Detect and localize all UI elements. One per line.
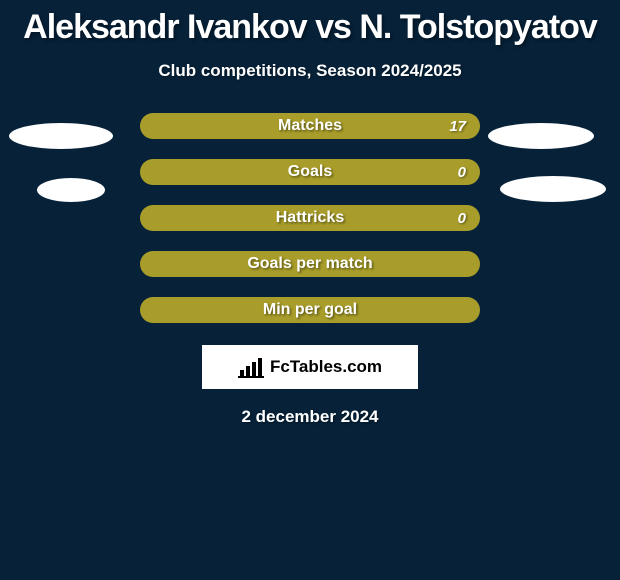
stat-bar-hattricks: Hattricks 0	[140, 205, 480, 231]
stat-label: Min per goal	[263, 301, 357, 319]
subtitle: Club competitions, Season 2024/2025	[0, 61, 620, 81]
stat-value: 0	[458, 164, 466, 181]
decorative-ellipse	[37, 178, 105, 202]
stat-label: Matches	[278, 117, 342, 135]
decorative-ellipse	[488, 123, 594, 149]
date-text: 2 december 2024	[0, 407, 620, 427]
stat-bar-min-per-goal: Min per goal	[140, 297, 480, 323]
decorative-ellipse	[9, 123, 113, 149]
stat-bar-matches: Matches 17	[140, 113, 480, 139]
decorative-ellipse	[500, 176, 606, 202]
bar-chart-icon	[238, 356, 264, 378]
source-badge: FcTables.com	[202, 345, 418, 389]
stat-label: Goals	[288, 163, 332, 181]
comparison-infographic: Aleksandr Ivankov vs N. Tolstopyatov Clu…	[0, 0, 620, 580]
stat-value: 0	[458, 210, 466, 227]
stat-bar-goals-per-match: Goals per match	[140, 251, 480, 277]
badge-text: FcTables.com	[270, 357, 382, 377]
page-title: Aleksandr Ivankov vs N. Tolstopyatov	[0, 0, 620, 47]
stat-label: Goals per match	[247, 255, 372, 273]
stat-label: Hattricks	[276, 209, 344, 227]
stat-value: 17	[449, 118, 466, 135]
stat-bar-goals: Goals 0	[140, 159, 480, 185]
